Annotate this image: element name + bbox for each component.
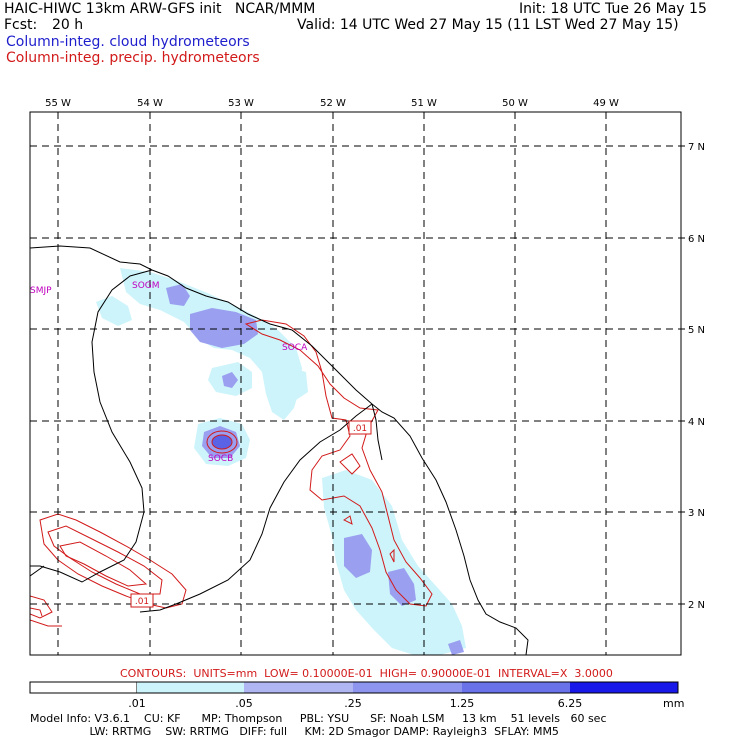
lon-label-55w: 55 W	[45, 98, 71, 109]
station-sogm: SOGM	[132, 281, 160, 291]
graticule	[30, 112, 681, 655]
model-info-line1: Model Info: V3.6.1 CU: KF MP: Thompson P…	[30, 712, 607, 725]
forecast-label: Fcst:	[4, 17, 38, 33]
contour-label-box: .01	[348, 420, 372, 435]
precip-contours	[30, 319, 433, 627]
lon-label-54w: 54 W	[137, 98, 163, 109]
lat-label-5n: 5 N	[688, 325, 705, 336]
field-precip-label: Column-integ. precip. hydrometeors	[6, 50, 260, 66]
legend-label-4: 1.25	[449, 697, 475, 710]
legend-label-5: 6.25	[557, 697, 583, 710]
station-soca: SOCA	[282, 343, 308, 353]
contour-label-box: .01	[130, 593, 154, 608]
model-info-line2: LW: RRTMG SW: RRTMG DIFF: full KM: 2D Sm…	[30, 725, 559, 738]
station-socb: SOCB	[208, 454, 233, 464]
lat-label-2n: 2 N	[688, 600, 705, 611]
lon-label-50w: 50 W	[502, 98, 528, 109]
lat-label-7n: 7 N	[688, 142, 705, 153]
valid-time: Valid: 14 UTC Wed 27 May 15 (11 LST Wed …	[297, 17, 679, 33]
plot-title: HAIC-HIWC 13km ARW-GFS init NCAR/MMM	[4, 1, 316, 17]
contour-label-1: .01	[353, 424, 367, 434]
lat-label-4n: 4 N	[688, 417, 705, 428]
station-smjp: SMJP	[30, 286, 52, 296]
contour-label-2: .01	[135, 597, 149, 607]
lat-label-6n: 6 N	[688, 234, 705, 245]
lon-label-53w: 53 W	[228, 98, 254, 109]
lon-label-49w: 49 W	[593, 98, 619, 109]
coastline	[30, 245, 529, 655]
color-legend-bar	[29, 681, 679, 694]
legend-label-1: .01	[128, 697, 146, 710]
legend-label-2: .05	[235, 697, 253, 710]
lat-ticks	[681, 145, 685, 605]
contour-info: CONTOURS: UNITS=mm LOW= 0.10000E-01 HIGH…	[120, 667, 613, 680]
cloud-shading-dark	[212, 435, 232, 449]
legend-unit: mm	[663, 697, 685, 710]
init-time: Init: 18 UTC Tue 26 May 15	[519, 1, 707, 17]
legend-label-3: .25	[344, 697, 362, 710]
field-cloud-label: Column-integ. cloud hydrometeors	[6, 34, 250, 50]
map-frame	[29, 111, 682, 656]
lon-label-52w: 52 W	[320, 98, 346, 109]
lon-label-51w: 51 W	[411, 98, 437, 109]
forecast-value: 20 h	[52, 17, 84, 33]
lat-label-3n: 3 N	[688, 508, 705, 519]
